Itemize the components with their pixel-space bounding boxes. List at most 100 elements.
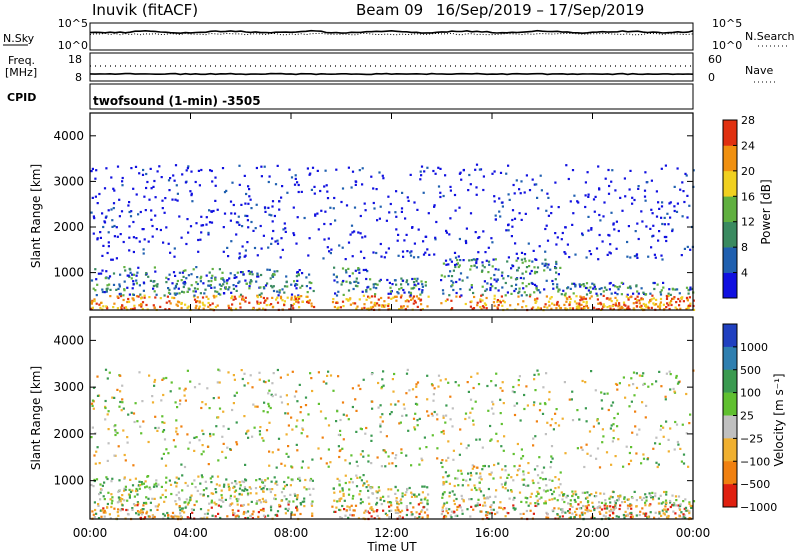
velocity-cell — [601, 428, 604, 431]
velocity-cell — [258, 430, 261, 433]
power-cell — [648, 301, 651, 304]
velocity-cell — [110, 493, 113, 496]
velocity-cell — [359, 453, 362, 456]
power-cell — [152, 284, 155, 288]
nsky-tick-bottom: 10^0 — [58, 39, 88, 52]
power-cell — [186, 306, 189, 309]
velocity-cell — [523, 393, 526, 397]
power-cell — [454, 263, 457, 267]
power-cell — [207, 305, 210, 308]
power-cell — [478, 236, 481, 239]
power-cell — [595, 292, 598, 295]
velocity-cell — [142, 504, 145, 507]
power-cell — [692, 308, 696, 311]
power-cell — [361, 167, 364, 170]
velocity-cell — [277, 448, 280, 451]
power-cell — [105, 167, 108, 170]
power-cell — [374, 293, 377, 296]
power-cell — [552, 283, 555, 286]
velocity-cell — [510, 476, 513, 479]
velocity-cell — [338, 483, 341, 486]
velocity-cell — [179, 515, 183, 518]
velocity-cell — [151, 497, 154, 500]
power-cell — [470, 284, 473, 287]
power-cell — [341, 300, 345, 303]
power-cell — [523, 191, 526, 194]
power-cell — [493, 195, 496, 198]
nsearch-tick-top: 10^5 — [712, 17, 742, 30]
power-cell — [417, 256, 420, 259]
velocity-cell — [654, 495, 657, 498]
velocity-cell — [445, 414, 448, 417]
power-cell — [623, 177, 626, 180]
velocity-cell — [401, 414, 404, 417]
velocity-cell — [103, 481, 106, 484]
velocity-cell — [422, 506, 425, 509]
velocity-cell — [179, 399, 182, 402]
power-cell — [296, 283, 299, 286]
velocity-cell — [262, 509, 265, 512]
power-cell — [154, 196, 157, 199]
power-cell — [148, 296, 151, 299]
power-cell — [686, 245, 689, 248]
velocity-cell — [629, 516, 632, 519]
velocity-cell — [444, 421, 447, 424]
velocity-cell — [96, 394, 100, 397]
power-cell — [516, 269, 519, 272]
velocity-cell — [565, 496, 568, 499]
power-cell — [338, 244, 341, 247]
power-cell — [653, 253, 656, 256]
velocity-cell — [269, 506, 273, 509]
velocity-cell — [600, 399, 603, 402]
velocity-cell — [617, 515, 620, 518]
power-cell — [411, 287, 415, 290]
power-cell — [655, 303, 658, 306]
velocity-cell — [575, 507, 578, 510]
power-cell — [279, 297, 283, 300]
velocity-cell — [116, 431, 119, 435]
velocity-cell — [537, 492, 540, 495]
velocity-cell — [271, 395, 274, 398]
power-cell — [404, 308, 407, 311]
power-cell — [371, 305, 375, 308]
velocity-cell — [550, 445, 554, 448]
velocity-cell — [126, 508, 129, 512]
velocity-cell — [228, 504, 231, 507]
power-cell — [112, 187, 115, 190]
velocity-cell — [672, 504, 675, 507]
power-ytick-label: 3000 — [53, 174, 84, 188]
power-cell — [513, 289, 516, 293]
velocity-cell — [472, 419, 475, 422]
velocity-cell — [283, 495, 286, 498]
velocity-cell — [263, 401, 266, 404]
velocity-cell — [266, 477, 269, 480]
power-cell — [447, 263, 450, 266]
power-cell — [508, 198, 511, 201]
velocity-cell — [619, 495, 622, 498]
velocity-cell — [517, 384, 520, 387]
power-cell — [365, 290, 368, 293]
power-cell — [624, 304, 627, 307]
velocity-cell — [221, 450, 224, 453]
power-cell — [290, 293, 294, 296]
power-cell — [681, 215, 684, 218]
power-cell — [159, 228, 162, 232]
velocity-cell — [478, 438, 481, 441]
velocity-cell — [645, 512, 648, 515]
velocity-cell — [224, 498, 227, 501]
power-cell — [281, 248, 284, 251]
velocity-cell — [469, 478, 472, 481]
velocity-cell — [387, 495, 390, 498]
velocity-cell — [375, 503, 378, 506]
velocity-cell — [210, 506, 213, 509]
velocity-cell — [118, 405, 121, 408]
velocity-cell — [499, 398, 502, 401]
velocity-cell — [446, 512, 450, 515]
power-cell — [468, 259, 471, 262]
velocity-cell — [151, 395, 154, 398]
power-cell — [564, 292, 567, 295]
power-cell — [347, 289, 351, 292]
nave-tick-top: 60 — [708, 53, 722, 66]
velocity-cell — [518, 375, 521, 378]
velocity-cell — [426, 374, 429, 377]
